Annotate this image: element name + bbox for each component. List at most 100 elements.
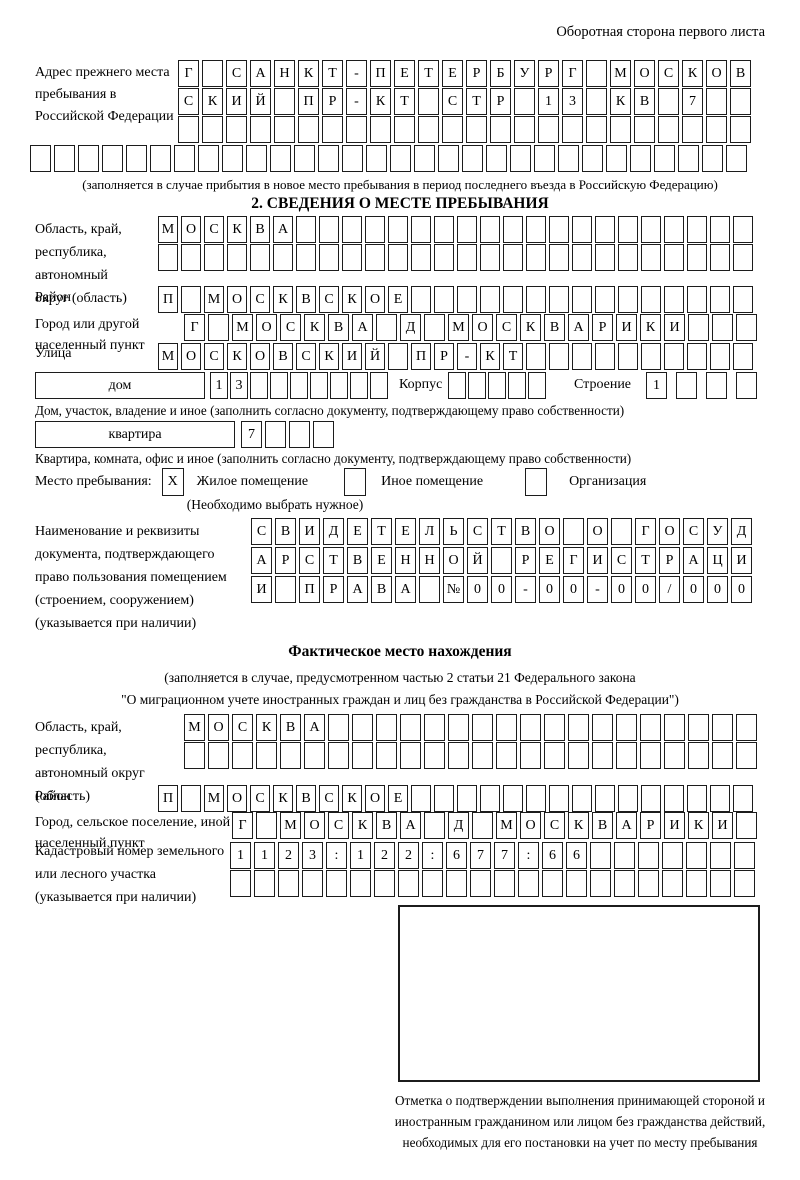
char-box[interactable] <box>664 785 684 812</box>
char-box[interactable] <box>702 145 723 172</box>
char-box[interactable]: Д <box>448 812 469 839</box>
char-box[interactable] <box>525 468 548 496</box>
char-box[interactable] <box>510 145 531 172</box>
char-box[interactable]: В <box>592 812 613 839</box>
char-box[interactable] <box>376 714 397 741</box>
char-box[interactable]: Г <box>232 812 253 839</box>
char-box[interactable] <box>520 714 541 741</box>
char-box[interactable] <box>733 785 753 812</box>
char-box[interactable] <box>526 286 546 313</box>
char-box[interactable] <box>641 785 661 812</box>
char-box[interactable]: Р <box>592 314 613 341</box>
char-box[interactable] <box>352 714 373 741</box>
char-box[interactable] <box>273 244 293 271</box>
char-box[interactable]: : <box>518 842 539 869</box>
char-box[interactable]: О <box>227 785 247 812</box>
char-box[interactable]: С <box>250 785 270 812</box>
char-box[interactable] <box>468 372 486 399</box>
char-box[interactable]: Ь <box>443 518 464 545</box>
char-box[interactable]: А <box>347 576 368 603</box>
char-box[interactable] <box>278 870 299 897</box>
char-box[interactable]: О <box>208 714 229 741</box>
char-box[interactable] <box>270 145 291 172</box>
char-box[interactable] <box>275 576 296 603</box>
char-box[interactable] <box>706 372 727 399</box>
char-box[interactable] <box>326 870 347 897</box>
char-box[interactable] <box>662 842 683 869</box>
char-box[interactable]: К <box>319 343 339 370</box>
char-box[interactable] <box>503 286 523 313</box>
char-box[interactable]: К <box>568 812 589 839</box>
char-box[interactable] <box>350 870 371 897</box>
char-box[interactable] <box>490 116 511 143</box>
char-box[interactable] <box>562 116 583 143</box>
char-box[interactable] <box>388 216 408 243</box>
char-box[interactable]: И <box>664 812 685 839</box>
char-box[interactable] <box>54 145 75 172</box>
char-box[interactable] <box>618 343 638 370</box>
char-box[interactable] <box>411 286 431 313</box>
char-box[interactable] <box>232 742 253 769</box>
char-box[interactable]: Н <box>419 547 440 574</box>
char-box[interactable] <box>181 785 201 812</box>
char-box[interactable]: Р <box>515 547 536 574</box>
char-box[interactable]: М <box>184 714 205 741</box>
char-box[interactable] <box>514 116 535 143</box>
char-box[interactable] <box>296 216 316 243</box>
char-box[interactable] <box>526 244 546 271</box>
char-box[interactable] <box>595 244 615 271</box>
stay-checkbox-organization[interactable] <box>525 468 548 496</box>
char-box[interactable] <box>488 372 506 399</box>
char-box[interactable]: О <box>706 60 727 87</box>
char-box[interactable]: О <box>365 785 385 812</box>
char-box[interactable] <box>734 870 755 897</box>
char-box[interactable] <box>654 145 675 172</box>
char-box[interactable] <box>181 286 201 313</box>
char-box[interactable]: К <box>273 286 293 313</box>
char-box[interactable] <box>549 343 569 370</box>
char-box[interactable] <box>322 116 343 143</box>
char-box[interactable] <box>294 145 315 172</box>
char-box[interactable]: Р <box>659 547 680 574</box>
char-box[interactable] <box>352 742 373 769</box>
char-box[interactable] <box>618 244 638 271</box>
char-box[interactable] <box>572 286 592 313</box>
char-box[interactable]: - <box>346 60 367 87</box>
char-box[interactable]: А <box>400 812 421 839</box>
char-box[interactable]: 7 <box>494 842 515 869</box>
char-box[interactable] <box>438 145 459 172</box>
char-box[interactable]: У <box>707 518 728 545</box>
char-box[interactable]: М <box>204 286 224 313</box>
char-box[interactable] <box>544 714 565 741</box>
char-box[interactable]: С <box>496 314 517 341</box>
char-box[interactable]: 0 <box>707 576 728 603</box>
char-box[interactable] <box>174 145 195 172</box>
char-box[interactable] <box>486 145 507 172</box>
char-box[interactable]: В <box>544 314 565 341</box>
char-box[interactable] <box>250 372 268 399</box>
char-box[interactable] <box>390 145 411 172</box>
char-box[interactable]: Р <box>466 60 487 87</box>
char-box[interactable] <box>457 785 477 812</box>
char-box[interactable] <box>418 88 439 115</box>
char-box[interactable]: К <box>370 88 391 115</box>
char-box[interactable] <box>246 145 267 172</box>
char-box[interactable]: А <box>683 547 704 574</box>
char-box[interactable]: Т <box>491 518 512 545</box>
char-box[interactable]: 7 <box>241 421 262 448</box>
char-box[interactable] <box>158 244 178 271</box>
char-box[interactable] <box>586 88 607 115</box>
char-box[interactable]: Е <box>395 518 416 545</box>
char-box[interactable] <box>265 421 286 448</box>
char-box[interactable]: 1 <box>230 842 251 869</box>
char-box[interactable]: В <box>376 812 397 839</box>
char-box[interactable] <box>733 343 753 370</box>
char-box[interactable]: О <box>587 518 608 545</box>
stay-checkbox-residential[interactable]: X <box>161 468 184 496</box>
char-box[interactable] <box>733 244 753 271</box>
char-box[interactable] <box>658 116 679 143</box>
char-box[interactable] <box>400 742 421 769</box>
char-box[interactable]: С <box>658 60 679 87</box>
char-box[interactable]: С <box>683 518 704 545</box>
char-box[interactable] <box>558 145 579 172</box>
